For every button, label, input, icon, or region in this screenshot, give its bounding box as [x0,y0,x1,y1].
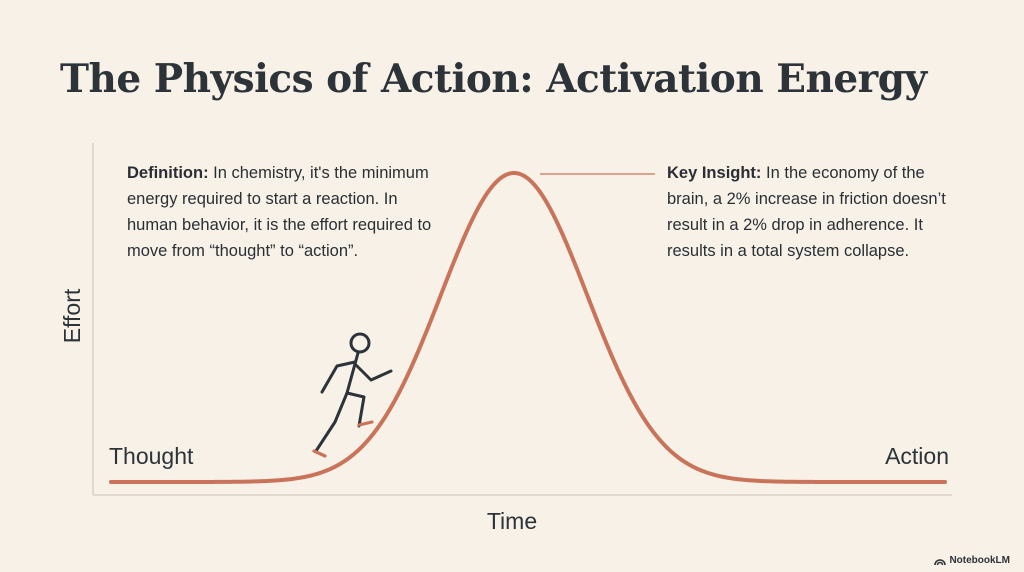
action-label: Action [885,443,949,469]
watermark-text: NotebookLM [949,555,1010,566]
thought-label: Thought [109,443,194,469]
activation-energy-curve [109,171,947,484]
x-axis-label: Time [487,508,537,534]
page-title: The Physics of Action: Activation Energy [60,56,927,102]
y-axis-label: Effort [59,288,85,343]
definition-label: Definition: [127,164,209,182]
key-insight-note: Key Insight: In the economy of the brain… [667,160,967,264]
climbing-person-icon [312,332,393,458]
key-insight-label: Key Insight: [667,164,762,182]
watermark: NotebookLM [934,555,1010,566]
key-insight-text: In the economy of the brain, a 2% increa… [667,164,946,260]
notebooklm-logo-icon [934,558,947,565]
definition-note: Definition: In chemistry, it's the minim… [127,160,447,264]
definition-text: In chemistry, it's the minimum energy re… [127,164,432,260]
